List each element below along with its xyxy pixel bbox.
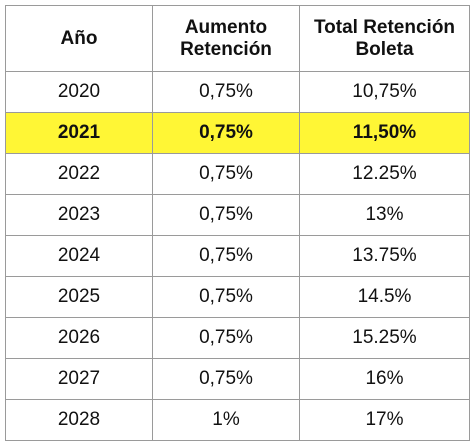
cell-year: 2028 (5, 399, 153, 441)
cell-year: 2024 (5, 235, 153, 277)
cell-total: 11,50% (299, 112, 470, 154)
cell-total: 15.25% (299, 317, 470, 359)
cell-increase: 0,75% (152, 317, 300, 359)
table-row: 2023 0,75% 13% (5, 194, 470, 236)
table-row: 2026 0,75% 15.25% (5, 317, 470, 359)
cell-year: 2020 (5, 71, 153, 113)
table-row: 2025 0,75% 14.5% (5, 276, 470, 318)
cell-total: 13.75% (299, 235, 470, 277)
cell-total: 12.25% (299, 153, 470, 195)
cell-increase: 0,75% (152, 153, 300, 195)
cell-year: 2021 (5, 112, 153, 154)
cell-increase: 0,75% (152, 235, 300, 277)
cell-year: 2025 (5, 276, 153, 318)
table-row: 2020 0,75% 10,75% (5, 71, 470, 113)
header-row: Año Aumento Retención Total Retención Bo… (5, 5, 470, 72)
cell-year: 2022 (5, 153, 153, 195)
cell-increase: 0,75% (152, 112, 300, 154)
cell-total: 10,75% (299, 71, 470, 113)
cell-total: 13% (299, 194, 470, 236)
retention-table: Año Aumento Retención Total Retención Bo… (5, 5, 470, 441)
table-body: 2020 0,75% 10,75% 2021 0,75% 11,50% 2022 0,75% 1… (5, 71, 470, 441)
cell-year: 2027 (5, 358, 153, 400)
cell-increase: 1% (152, 399, 300, 441)
header-year: Año (5, 5, 153, 72)
table-row: 2028 1% 17% (5, 399, 470, 441)
cell-increase: 0,75% (152, 358, 300, 400)
cell-increase: 0,75% (152, 194, 300, 236)
header-total: Total Retención Boleta (299, 5, 470, 72)
table-row-highlighted: 2021 0,75% 11,50% (5, 112, 470, 154)
retention-table-container: Año Aumento Retención Total Retención Bo… (5, 5, 470, 441)
cell-increase: 0,75% (152, 71, 300, 113)
cell-total: 14.5% (299, 276, 470, 318)
table-row: 2022 0,75% 12.25% (5, 153, 470, 195)
header-increase: Aumento Retención (152, 5, 300, 72)
table-header: Año Aumento Retención Total Retención Bo… (5, 5, 470, 72)
table-row: 2024 0,75% 13.75% (5, 235, 470, 277)
cell-total: 16% (299, 358, 470, 400)
cell-year: 2026 (5, 317, 153, 359)
cell-increase: 0,75% (152, 276, 300, 318)
table-row: 2027 0,75% 16% (5, 358, 470, 400)
cell-total: 17% (299, 399, 470, 441)
cell-year: 2023 (5, 194, 153, 236)
